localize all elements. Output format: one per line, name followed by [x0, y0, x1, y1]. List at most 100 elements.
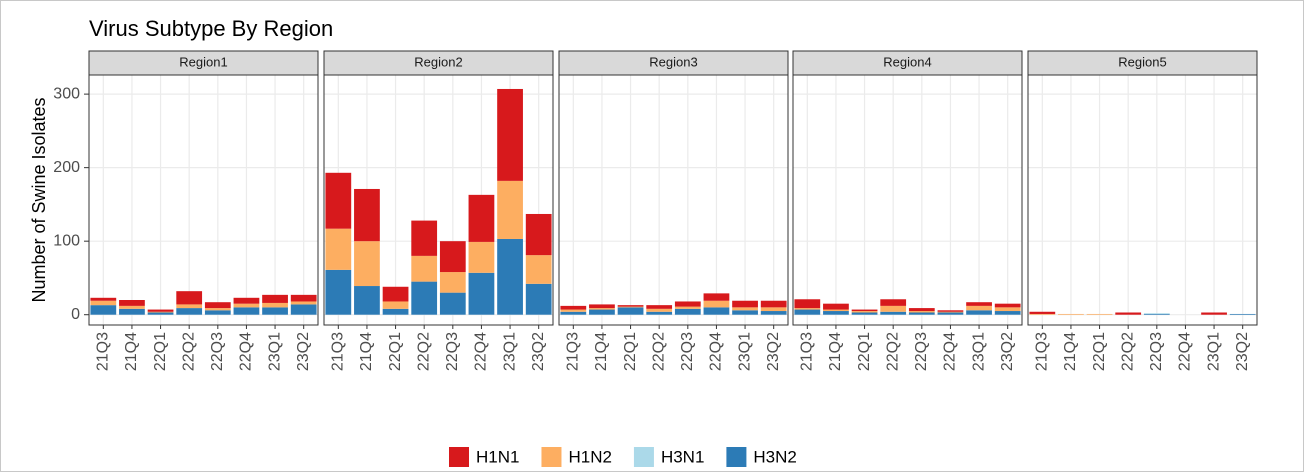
strip-label: Region2 [414, 54, 462, 69]
bar-segment [966, 305, 992, 311]
bar-segment [966, 302, 992, 306]
bar-segment [760, 311, 787, 315]
legend-label: H3N1 [661, 447, 704, 466]
bar-segment [90, 300, 117, 306]
legend-swatch [541, 447, 562, 467]
legend-swatch [633, 447, 654, 467]
x-tick-label: 23Q2 [1234, 332, 1251, 371]
bar-segment [119, 308, 145, 315]
bar-segment [90, 297, 117, 301]
bar-segment [880, 299, 907, 306]
x-tick-label: 21Q3 [95, 332, 112, 371]
panel-background [793, 75, 1022, 325]
bar-segment [147, 309, 174, 312]
bar-segment [411, 220, 438, 256]
bar-segment [994, 311, 1021, 315]
bar-segment [674, 301, 701, 307]
strip [792, 50, 1023, 76]
bar-segment [760, 307, 787, 312]
x-tick-label: 23Q2 [765, 332, 782, 371]
x-tick-label: 22Q3 [913, 332, 930, 371]
bar-segment [908, 308, 935, 312]
x-tick-label: 22Q2 [650, 332, 667, 371]
bar-segment [290, 301, 317, 305]
strip [88, 50, 319, 76]
x-tick-label: 23Q1 [1205, 332, 1222, 371]
legend-label: H1N2 [568, 447, 611, 466]
bar-segment [262, 294, 288, 303]
bar-segment [147, 311, 174, 313]
bar-segment [468, 194, 495, 242]
bar-segment [1086, 313, 1113, 315]
strip-label: Region5 [1118, 54, 1166, 69]
x-tick-label: 22Q3 [209, 332, 226, 371]
x-tick-label: 22Q3 [1148, 332, 1165, 371]
bar-segment [382, 286, 409, 302]
x-tick-label: 22Q1 [856, 332, 873, 371]
bar-segment [119, 300, 145, 306]
bar-segment [589, 304, 615, 309]
bar-segment [732, 307, 758, 311]
strip-label: Region1 [179, 54, 227, 69]
bar-segment [994, 303, 1021, 308]
bar-segment [262, 307, 288, 315]
x-tick-label: 22Q3 [679, 332, 696, 371]
bar-segment [851, 311, 878, 313]
legend-label: H3N2 [753, 447, 796, 466]
bar-segment [646, 308, 673, 312]
bar-segment [290, 304, 317, 315]
x-tick-label: 23Q2 [530, 332, 547, 371]
bar-segment [794, 309, 821, 315]
bar-segment [354, 286, 380, 315]
bar-segment [966, 310, 992, 315]
bar-segment [823, 309, 849, 312]
bar-segment [354, 188, 380, 242]
strip [1027, 50, 1258, 76]
bar-segment [937, 312, 964, 315]
bar-segment [703, 307, 730, 315]
bar-segment [703, 293, 730, 301]
bar-segment [851, 312, 878, 315]
x-tick-label: 22Q2 [1119, 332, 1136, 371]
bar-segment [325, 172, 352, 229]
x-tick-label: 21Q3 [330, 332, 347, 371]
bar-segment [646, 305, 673, 309]
bar-segment [525, 255, 552, 284]
bar-segment [1115, 312, 1142, 315]
bar-segment [1029, 311, 1056, 314]
bar-segment [823, 303, 849, 310]
bar-segment [560, 309, 587, 312]
x-tick-label: 22Q1 [387, 332, 404, 371]
bar-segment [674, 306, 701, 309]
x-tick-label: 22Q4 [708, 332, 725, 371]
panel-background [559, 75, 788, 325]
bar-segment [497, 88, 523, 181]
bar-segment [617, 305, 644, 307]
bar-segment [525, 213, 552, 256]
panel-background [89, 75, 318, 325]
x-tick-label: 22Q1 [1091, 332, 1108, 371]
legend-swatch [726, 447, 747, 467]
x-tick-label: 21Q4 [827, 332, 844, 371]
bar-segment [439, 241, 466, 273]
x-tick-label: 21Q3 [565, 332, 582, 371]
strip-label: Region3 [649, 54, 697, 69]
x-tick-label: 23Q1 [736, 332, 753, 371]
bar-segment [204, 310, 231, 315]
bar-segment [1143, 313, 1170, 315]
bar-segment [1229, 313, 1256, 315]
bar-segment [497, 238, 523, 315]
legend-label: H1N1 [476, 447, 519, 466]
x-tick-label: 22Q1 [152, 332, 169, 371]
y-tick-label: 0 [71, 306, 80, 323]
x-tick-label: 22Q2 [884, 332, 901, 371]
strip [558, 50, 789, 76]
bar-segment [646, 311, 673, 315]
bar-segment [760, 300, 787, 308]
bar-segment [732, 310, 758, 315]
bar-segment [119, 305, 145, 309]
y-tick-label: 300 [53, 85, 80, 102]
bar-segment [589, 308, 615, 310]
bar-segment [823, 311, 849, 315]
